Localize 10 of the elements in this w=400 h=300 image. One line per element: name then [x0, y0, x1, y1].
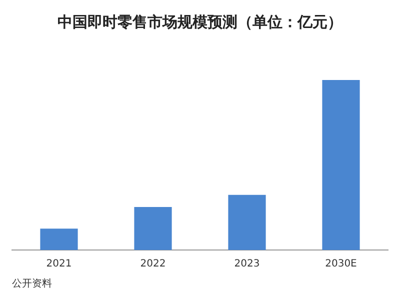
- text: 公开资料: [12, 278, 52, 290]
- x-tick-label: 2021: [46, 258, 72, 270]
- bar: [134, 206, 172, 250]
- bar: [40, 228, 78, 250]
- x-tick-label: 2030E: [325, 258, 357, 270]
- bar: [322, 80, 360, 250]
- x-tick-label: 2023: [234, 258, 260, 270]
- bar: [228, 194, 266, 250]
- chart-title: 中国即时零售市场规模预测（单位：亿元）: [58, 12, 342, 31]
- x-tick-label: 2022: [140, 258, 166, 270]
